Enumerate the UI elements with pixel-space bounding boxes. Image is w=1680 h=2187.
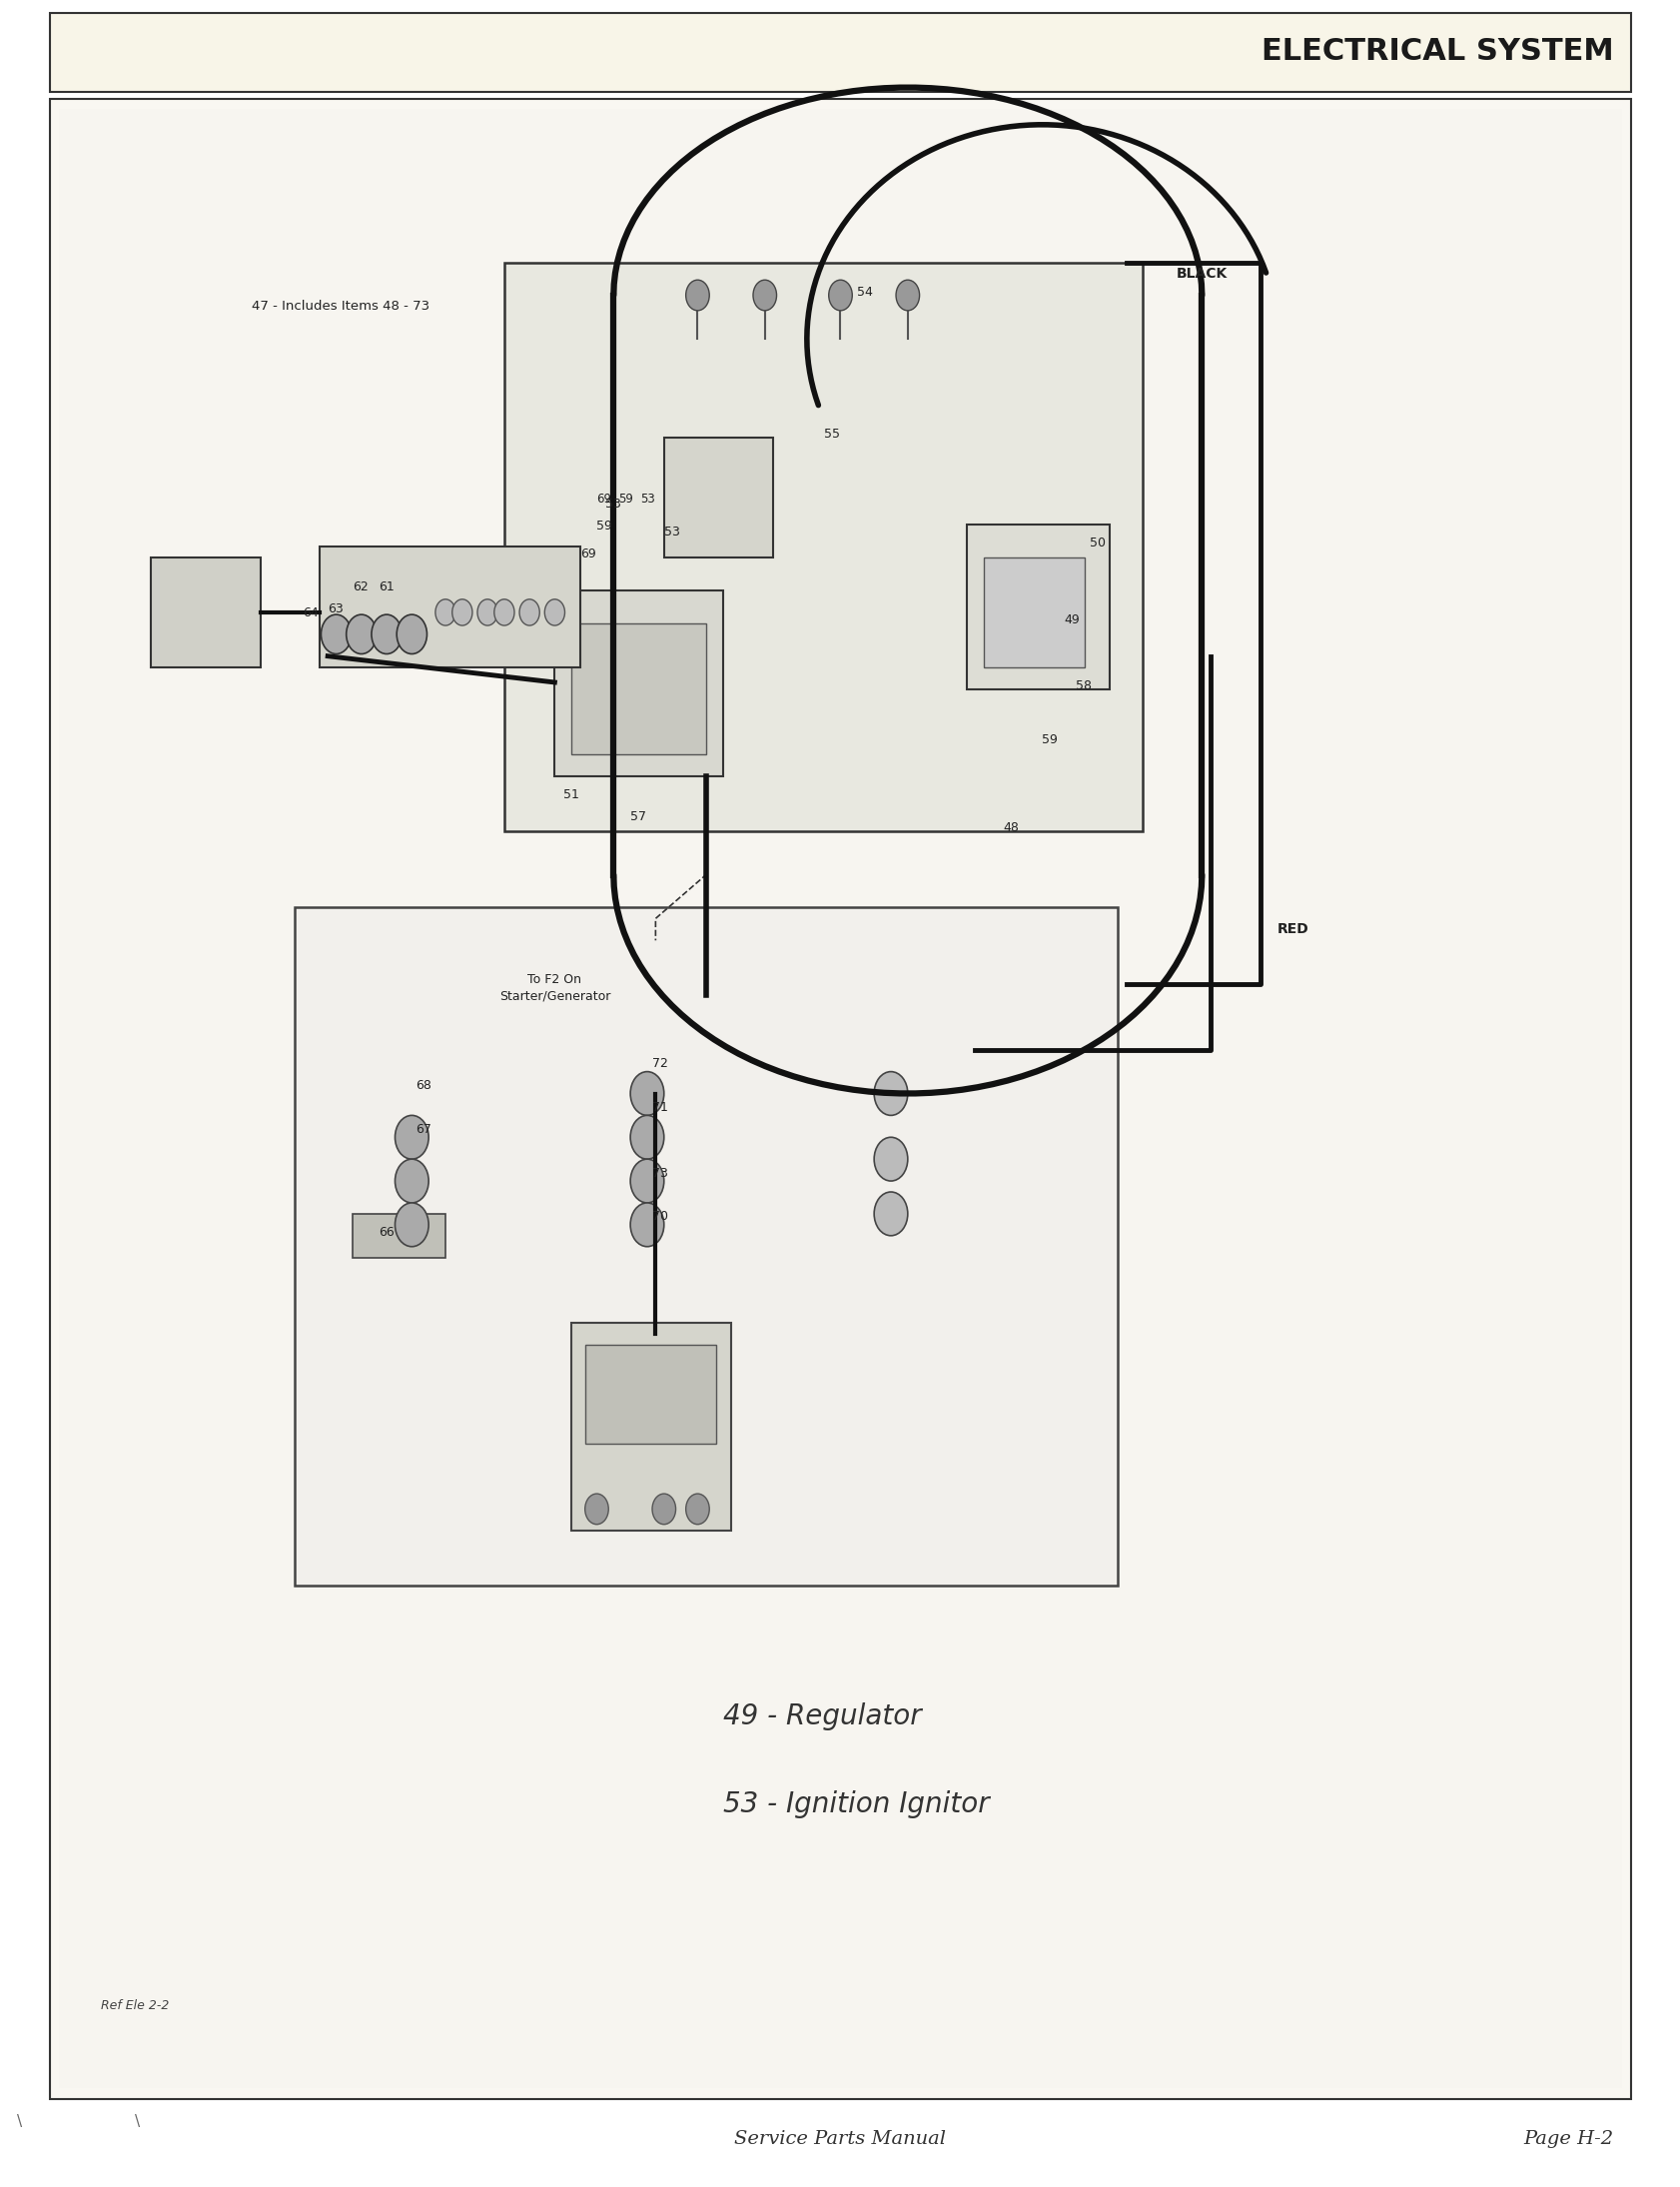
Text: ELECTRICAL SYSTEM: ELECTRICAL SYSTEM <box>1260 37 1613 66</box>
Circle shape <box>395 1159 428 1203</box>
Circle shape <box>544 599 564 625</box>
FancyBboxPatch shape <box>319 547 580 667</box>
Text: 49 - Regulator: 49 - Regulator <box>722 1704 921 1730</box>
Circle shape <box>895 280 919 311</box>
FancyBboxPatch shape <box>571 623 706 755</box>
Circle shape <box>585 1494 608 1524</box>
Text: 59: 59 <box>1042 733 1057 746</box>
Text: To F2 On
Starter/Generator: To F2 On Starter/Generator <box>499 973 610 1002</box>
Circle shape <box>371 615 402 654</box>
Circle shape <box>519 599 539 625</box>
FancyBboxPatch shape <box>585 1345 716 1443</box>
FancyBboxPatch shape <box>50 13 1630 92</box>
Circle shape <box>396 615 427 654</box>
Text: 64: 64 <box>302 606 318 619</box>
Circle shape <box>874 1137 907 1181</box>
Circle shape <box>630 1159 664 1203</box>
Text: 59: 59 <box>618 492 633 505</box>
Circle shape <box>494 599 514 625</box>
Text: Page H-2: Page H-2 <box>1522 2130 1613 2148</box>
Text: 51: 51 <box>563 787 578 800</box>
Circle shape <box>630 1203 664 1247</box>
Text: 68: 68 <box>415 1078 430 1091</box>
Circle shape <box>685 1494 709 1524</box>
FancyBboxPatch shape <box>554 590 722 776</box>
Text: 54: 54 <box>857 284 872 297</box>
Text: 59: 59 <box>596 518 612 531</box>
Text: BLACK: BLACK <box>1176 267 1226 280</box>
Circle shape <box>685 280 709 311</box>
Circle shape <box>435 599 455 625</box>
Circle shape <box>321 615 351 654</box>
Text: 72: 72 <box>652 1056 667 1069</box>
Text: 69: 69 <box>596 492 612 505</box>
Circle shape <box>828 280 852 311</box>
Text: 63: 63 <box>328 601 343 615</box>
Text: Ref Ele 2-2: Ref Ele 2-2 <box>101 1999 170 2012</box>
FancyBboxPatch shape <box>571 1323 731 1531</box>
Circle shape <box>630 1072 664 1115</box>
Circle shape <box>753 280 776 311</box>
Text: RED: RED <box>1277 923 1309 936</box>
Text: 53 - Ignition Ignitor: 53 - Ignition Ignitor <box>722 1791 988 1817</box>
FancyBboxPatch shape <box>294 908 1117 1586</box>
Text: 71: 71 <box>652 1100 667 1113</box>
Text: \: \ <box>17 2115 22 2128</box>
Text: 49: 49 <box>1063 612 1079 625</box>
Text: 55: 55 <box>823 426 840 440</box>
Circle shape <box>452 599 472 625</box>
Text: 61: 61 <box>378 580 393 593</box>
FancyBboxPatch shape <box>59 109 1621 2089</box>
Text: 66: 66 <box>378 1225 393 1238</box>
Text: 62: 62 <box>353 580 368 593</box>
Circle shape <box>874 1072 907 1115</box>
Circle shape <box>395 1115 428 1159</box>
FancyBboxPatch shape <box>151 558 260 667</box>
FancyBboxPatch shape <box>50 98 1630 2100</box>
Text: 69: 69 <box>580 547 595 560</box>
Text: 53: 53 <box>605 496 620 510</box>
FancyBboxPatch shape <box>353 1214 445 1258</box>
Circle shape <box>477 599 497 625</box>
Circle shape <box>395 1203 428 1247</box>
Text: Service Parts Manual: Service Parts Manual <box>734 2130 946 2148</box>
FancyBboxPatch shape <box>664 437 773 558</box>
Text: 53: 53 <box>664 525 679 538</box>
Text: 70: 70 <box>652 1209 669 1223</box>
FancyBboxPatch shape <box>983 558 1084 667</box>
Circle shape <box>630 1115 664 1159</box>
FancyBboxPatch shape <box>966 525 1109 689</box>
Text: 67: 67 <box>415 1122 430 1135</box>
Circle shape <box>874 1192 907 1236</box>
Text: 58: 58 <box>1075 678 1092 691</box>
FancyBboxPatch shape <box>504 262 1142 831</box>
Text: 50: 50 <box>1089 536 1105 549</box>
Circle shape <box>652 1494 675 1524</box>
Text: 48: 48 <box>1003 820 1018 833</box>
Text: 57: 57 <box>630 809 647 822</box>
Text: 47 - Includes Items 48 - 73: 47 - Includes Items 48 - 73 <box>252 300 430 313</box>
Text: \: \ <box>134 2115 139 2128</box>
Text: 73: 73 <box>652 1166 667 1179</box>
FancyBboxPatch shape <box>50 13 1630 92</box>
Circle shape <box>346 615 376 654</box>
Text: 53: 53 <box>640 492 655 505</box>
